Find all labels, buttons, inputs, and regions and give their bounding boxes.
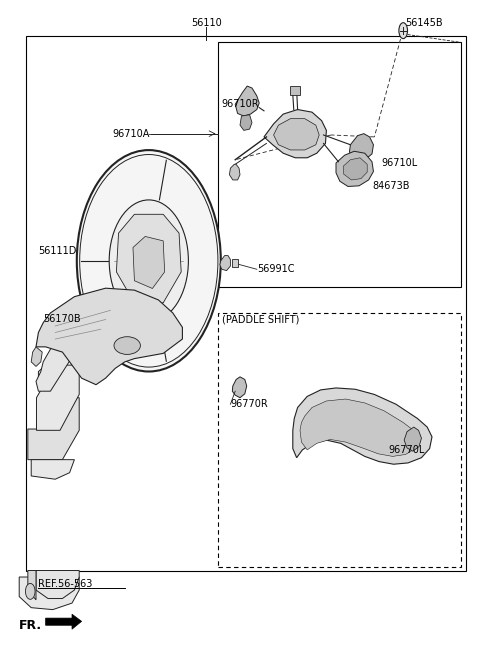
Polygon shape	[229, 164, 240, 180]
Ellipse shape	[77, 150, 221, 372]
Text: 84673B: 84673B	[372, 181, 409, 191]
Text: 56110: 56110	[191, 18, 222, 28]
Text: 96710L: 96710L	[382, 158, 418, 168]
Polygon shape	[31, 460, 74, 479]
Polygon shape	[232, 377, 247, 398]
Polygon shape	[290, 86, 300, 95]
Polygon shape	[116, 215, 181, 303]
Polygon shape	[46, 614, 82, 629]
Text: 96710A: 96710A	[113, 128, 150, 139]
Polygon shape	[404, 427, 421, 451]
Bar	[218, 313, 461, 567]
Polygon shape	[293, 388, 432, 464]
Polygon shape	[300, 399, 419, 456]
Polygon shape	[235, 86, 259, 116]
Polygon shape	[36, 290, 106, 391]
Text: 96770L: 96770L	[389, 445, 425, 455]
Polygon shape	[133, 237, 165, 288]
Polygon shape	[28, 398, 79, 460]
Text: 56991C: 56991C	[257, 264, 294, 274]
Polygon shape	[240, 115, 252, 130]
Text: 56145B: 56145B	[406, 18, 443, 28]
Text: FR.: FR.	[19, 619, 42, 632]
Polygon shape	[274, 119, 319, 150]
Polygon shape	[349, 134, 373, 160]
Bar	[218, 42, 461, 287]
Text: 56170B: 56170B	[43, 314, 81, 325]
Polygon shape	[36, 288, 182, 385]
Text: (PADDLE SHIFT): (PADDLE SHIFT)	[222, 314, 299, 325]
Bar	[232, 259, 238, 267]
Polygon shape	[31, 347, 42, 366]
Polygon shape	[36, 570, 79, 599]
Text: 56111D: 56111D	[38, 246, 77, 256]
Text: REF.56-563: REF.56-563	[38, 578, 93, 589]
Polygon shape	[343, 158, 367, 180]
Text: 96770R: 96770R	[230, 399, 268, 409]
Polygon shape	[336, 151, 373, 186]
Text: 96710R: 96710R	[222, 99, 259, 110]
Polygon shape	[38, 280, 96, 381]
Polygon shape	[28, 570, 36, 600]
Ellipse shape	[109, 200, 188, 321]
Polygon shape	[19, 577, 79, 610]
Polygon shape	[264, 110, 326, 158]
Ellipse shape	[114, 336, 140, 355]
Ellipse shape	[399, 23, 408, 38]
Polygon shape	[36, 365, 79, 430]
Bar	[26, 36, 466, 570]
Polygon shape	[220, 256, 230, 271]
Ellipse shape	[25, 584, 35, 599]
